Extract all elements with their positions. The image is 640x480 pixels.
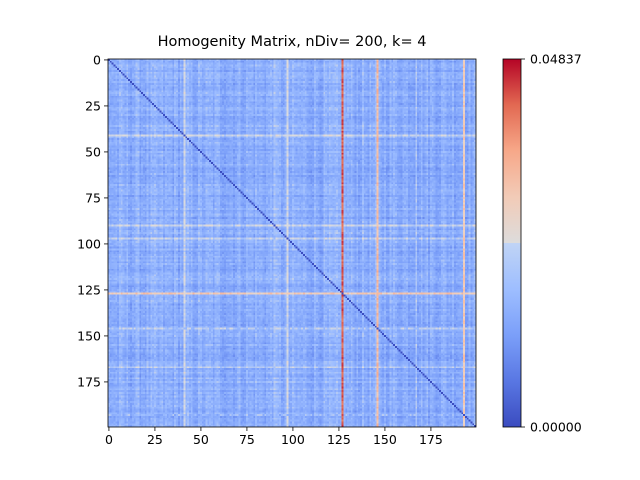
colorbar-tick-label: 0.00000	[530, 420, 582, 435]
y-tick-label: 150	[77, 328, 101, 343]
y-tick-label: 175	[77, 374, 101, 389]
colorbar	[503, 59, 521, 427]
x-tick-label: 100	[281, 432, 305, 447]
colorbar-axis: 0.00000 0.04837	[521, 52, 582, 435]
y-tick-label: 0	[93, 52, 101, 67]
x-tick-label: 75	[239, 432, 255, 447]
x-axis: 0 25 50 75 100 125 150 175	[105, 427, 443, 447]
plot-frame	[107, 58, 477, 428]
x-tick-label: 0	[105, 432, 113, 447]
x-tick-label: 150	[373, 432, 397, 447]
x-tick-label: 25	[147, 432, 163, 447]
y-axis: 0 25 50 75 100 125 150 175	[77, 52, 108, 389]
y-tick-label: 125	[77, 282, 101, 297]
colorbar-tick-label: 0.04837	[530, 52, 582, 67]
y-tick-label: 25	[85, 98, 101, 113]
y-tick-label: 100	[77, 236, 101, 251]
x-tick-label: 50	[193, 432, 209, 447]
colorbar-frame	[502, 58, 522, 428]
x-tick-label: 125	[327, 432, 351, 447]
heatmap-cells	[108, 59, 476, 427]
y-tick-label: 50	[85, 144, 101, 159]
x-tick-label: 175	[419, 432, 443, 447]
y-tick-label: 75	[85, 190, 101, 205]
chart-title: Homogenity Matrix, nDiv= 200, k= 4	[157, 34, 427, 50]
